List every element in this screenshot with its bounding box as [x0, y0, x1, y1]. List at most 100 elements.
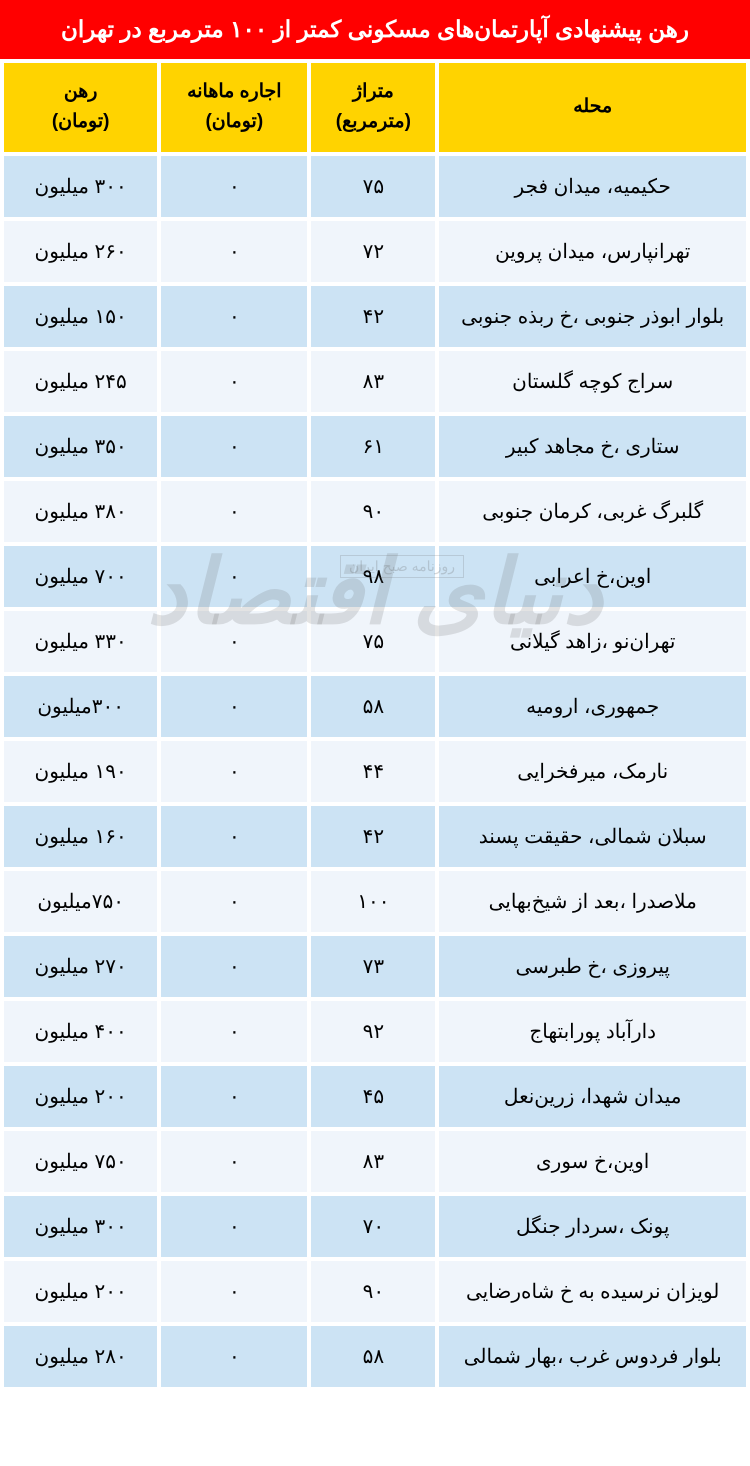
cell-rent: ۰ [161, 1196, 307, 1257]
table-row: ستاری ،خ مجاهد کبیر۶۱۰۳۵۰ میلیون [4, 416, 746, 477]
header-deposit: رهن(تومان) [4, 63, 157, 152]
cell-area: ۴۲ [311, 286, 435, 347]
cell-rent: ۰ [161, 611, 307, 672]
cell-rent: ۰ [161, 416, 307, 477]
cell-neighborhood: میدان شهدا، زرین‌نعل [439, 1066, 746, 1127]
cell-area: ۱۰۰ [311, 871, 435, 932]
table-row: جمهوری، ارومیه۵۸۰۳۰۰میلیون [4, 676, 746, 737]
cell-neighborhood: اوین،خ سوری [439, 1131, 746, 1192]
cell-rent: ۰ [161, 936, 307, 997]
cell-deposit: ۲۰۰ میلیون [4, 1066, 157, 1127]
cell-neighborhood: پونک ،سردار جنگل [439, 1196, 746, 1257]
cell-rent: ۰ [161, 286, 307, 347]
cell-deposit: ۴۰۰ میلیون [4, 1001, 157, 1062]
cell-deposit: ۳۰۰ میلیون [4, 1196, 157, 1257]
cell-deposit: ۲۷۰ میلیون [4, 936, 157, 997]
cell-rent: ۰ [161, 481, 307, 542]
cell-rent: ۰ [161, 871, 307, 932]
cell-area: ۷۰ [311, 1196, 435, 1257]
cell-neighborhood: اوین،خ اعرابی [439, 546, 746, 607]
table-row: تهرانپارس، میدان پروین۷۲۰۲۶۰ میلیون [4, 221, 746, 282]
cell-deposit: ۷۵۰ میلیون [4, 1131, 157, 1192]
cell-neighborhood: بلوار فردوس غرب ،بهار شمالی [439, 1326, 746, 1387]
cell-neighborhood: تهرانپارس، میدان پروین [439, 221, 746, 282]
header-rent: اجاره ماهانه(تومان) [161, 63, 307, 152]
cell-area: ۶۱ [311, 416, 435, 477]
cell-neighborhood: سبلان شمالی، حقیقت پسند [439, 806, 746, 867]
cell-deposit: ۱۵۰ میلیون [4, 286, 157, 347]
cell-rent: ۰ [161, 1001, 307, 1062]
cell-deposit: ۳۸۰ میلیون [4, 481, 157, 542]
cell-rent: ۰ [161, 351, 307, 412]
table-row: سبلان شمالی، حقیقت پسند۴۲۰۱۶۰ میلیون [4, 806, 746, 867]
cell-area: ۸۳ [311, 1131, 435, 1192]
cell-area: ۴۵ [311, 1066, 435, 1127]
cell-area: ۴۲ [311, 806, 435, 867]
cell-rent: ۰ [161, 676, 307, 737]
cell-rent: ۰ [161, 806, 307, 867]
cell-area: ۷۲ [311, 221, 435, 282]
cell-area: ۷۵ [311, 156, 435, 217]
cell-rent: ۰ [161, 741, 307, 802]
cell-neighborhood: لویزان نرسیده به خ شاه‌رضایی [439, 1261, 746, 1322]
cell-neighborhood: نارمک، میرفخرایی [439, 741, 746, 802]
header-area: متراژ(مترمربع) [311, 63, 435, 152]
cell-area: ۵۸ [311, 1326, 435, 1387]
table-row: لویزان نرسیده به خ شاه‌رضایی۹۰۰۲۰۰ میلیو… [4, 1261, 746, 1322]
table-row: بلوار ابوذر جنوبی ،خ ربذه جنوبی۴۲۰۱۵۰ می… [4, 286, 746, 347]
cell-neighborhood: سراج کوچه گلستان [439, 351, 746, 412]
cell-area: ۷۳ [311, 936, 435, 997]
cell-deposit: ۳۰۰ میلیون [4, 156, 157, 217]
table-row: تهران‌نو ،زاهد گیلانی۷۵۰۳۳۰ میلیون [4, 611, 746, 672]
table-row: نارمک، میرفخرایی۴۴۰۱۹۰ میلیون [4, 741, 746, 802]
cell-area: ۹۰ [311, 1261, 435, 1322]
cell-area: ۵۸ [311, 676, 435, 737]
cell-neighborhood: پیروزی ،خ طبرسی [439, 936, 746, 997]
cell-neighborhood: تهران‌نو ،زاهد گیلانی [439, 611, 746, 672]
table-container: رهن پیشنهادی آپارتمان‌های مسکونی کمتر از… [0, 0, 750, 1391]
cell-deposit: ۳۳۰ میلیون [4, 611, 157, 672]
cell-deposit: ۳۰۰میلیون [4, 676, 157, 737]
cell-area: ۸۳ [311, 351, 435, 412]
table-row: گلبرگ غربی، کرمان جنوبی۹۰۰۳۸۰ میلیون [4, 481, 746, 542]
cell-neighborhood: بلوار ابوذر جنوبی ،خ ربذه جنوبی [439, 286, 746, 347]
cell-area: ۴۴ [311, 741, 435, 802]
cell-area: ۷۵ [311, 611, 435, 672]
cell-neighborhood: دارآباد پورابتهاج [439, 1001, 746, 1062]
table-title: رهن پیشنهادی آپارتمان‌های مسکونی کمتر از… [0, 0, 750, 59]
cell-rent: ۰ [161, 156, 307, 217]
table-row: بلوار فردوس غرب ،بهار شمالی۵۸۰۲۸۰ میلیون [4, 1326, 746, 1387]
cell-neighborhood: ستاری ،خ مجاهد کبیر [439, 416, 746, 477]
cell-deposit: ۷۵۰میلیون [4, 871, 157, 932]
cell-neighborhood: جمهوری، ارومیه [439, 676, 746, 737]
table-row: پونک ،سردار جنگل۷۰۰۳۰۰ میلیون [4, 1196, 746, 1257]
table-row: ملاصدرا ،بعد از شیخ‌بهایی۱۰۰۰۷۵۰میلیون [4, 871, 746, 932]
cell-rent: ۰ [161, 546, 307, 607]
cell-deposit: ۲۰۰ میلیون [4, 1261, 157, 1322]
cell-neighborhood: گلبرگ غربی، کرمان جنوبی [439, 481, 746, 542]
cell-area: ۹۲ [311, 1001, 435, 1062]
cell-deposit: ۱۹۰ میلیون [4, 741, 157, 802]
cell-area: ۹۸ [311, 546, 435, 607]
cell-deposit: ۱۶۰ میلیون [4, 806, 157, 867]
cell-neighborhood: حکیمیه، میدان فجر [439, 156, 746, 217]
cell-deposit: ۷۰۰ میلیون [4, 546, 157, 607]
cell-deposit: ۲۴۵ میلیون [4, 351, 157, 412]
cell-neighborhood: ملاصدرا ،بعد از شیخ‌بهایی [439, 871, 746, 932]
table-row: دارآباد پورابتهاج۹۲۰۴۰۰ میلیون [4, 1001, 746, 1062]
cell-deposit: ۳۵۰ میلیون [4, 416, 157, 477]
cell-area: ۹۰ [311, 481, 435, 542]
header-neighborhood: محله [439, 63, 746, 152]
table-row: پیروزی ،خ طبرسی۷۳۰۲۷۰ میلیون [4, 936, 746, 997]
cell-deposit: ۲۸۰ میلیون [4, 1326, 157, 1387]
table-row: اوین،خ اعرابی۹۸۰۷۰۰ میلیون [4, 546, 746, 607]
cell-rent: ۰ [161, 1261, 307, 1322]
cell-rent: ۰ [161, 1131, 307, 1192]
cell-rent: ۰ [161, 1066, 307, 1127]
header-row: محله متراژ(مترمربع) اجاره ماهانه(تومان) … [4, 63, 746, 152]
cell-deposit: ۲۶۰ میلیون [4, 221, 157, 282]
cell-rent: ۰ [161, 1326, 307, 1387]
table-row: اوین،خ سوری۸۳۰۷۵۰ میلیون [4, 1131, 746, 1192]
apartments-table: محله متراژ(مترمربع) اجاره ماهانه(تومان) … [0, 59, 750, 1391]
table-row: سراج کوچه گلستان۸۳۰۲۴۵ میلیون [4, 351, 746, 412]
